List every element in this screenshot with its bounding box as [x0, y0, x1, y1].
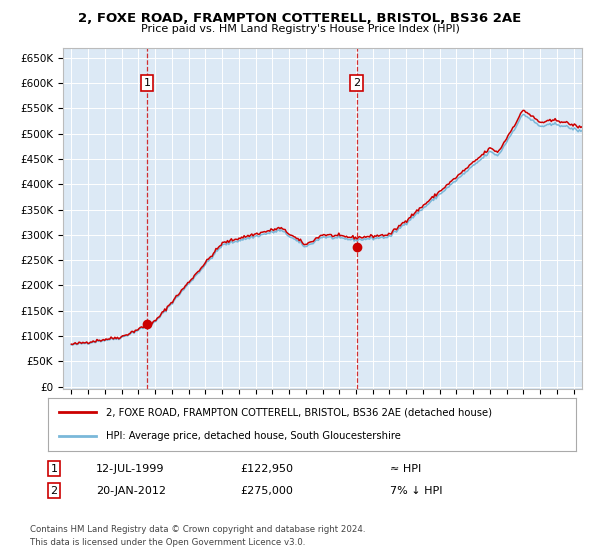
Text: 1: 1 — [50, 464, 58, 474]
Text: 2, FOXE ROAD, FRAMPTON COTTERELL, BRISTOL, BS36 2AE (detached house): 2, FOXE ROAD, FRAMPTON COTTERELL, BRISTO… — [106, 408, 492, 418]
Text: 2: 2 — [353, 78, 361, 88]
Text: 1: 1 — [144, 78, 151, 88]
Text: 2, FOXE ROAD, FRAMPTON COTTERELL, BRISTOL, BS36 2AE: 2, FOXE ROAD, FRAMPTON COTTERELL, BRISTO… — [79, 12, 521, 25]
Text: 12-JUL-1999: 12-JUL-1999 — [96, 464, 164, 474]
Text: This data is licensed under the Open Government Licence v3.0.: This data is licensed under the Open Gov… — [30, 538, 305, 547]
Text: Price paid vs. HM Land Registry's House Price Index (HPI): Price paid vs. HM Land Registry's House … — [140, 24, 460, 34]
Text: £275,000: £275,000 — [240, 486, 293, 496]
Text: £122,950: £122,950 — [240, 464, 293, 474]
Text: Contains HM Land Registry data © Crown copyright and database right 2024.: Contains HM Land Registry data © Crown c… — [30, 525, 365, 534]
Text: 7% ↓ HPI: 7% ↓ HPI — [390, 486, 443, 496]
Text: ≈ HPI: ≈ HPI — [390, 464, 421, 474]
Text: 2: 2 — [50, 486, 58, 496]
Text: 20-JAN-2012: 20-JAN-2012 — [96, 486, 166, 496]
Text: HPI: Average price, detached house, South Gloucestershire: HPI: Average price, detached house, Sout… — [106, 431, 401, 441]
